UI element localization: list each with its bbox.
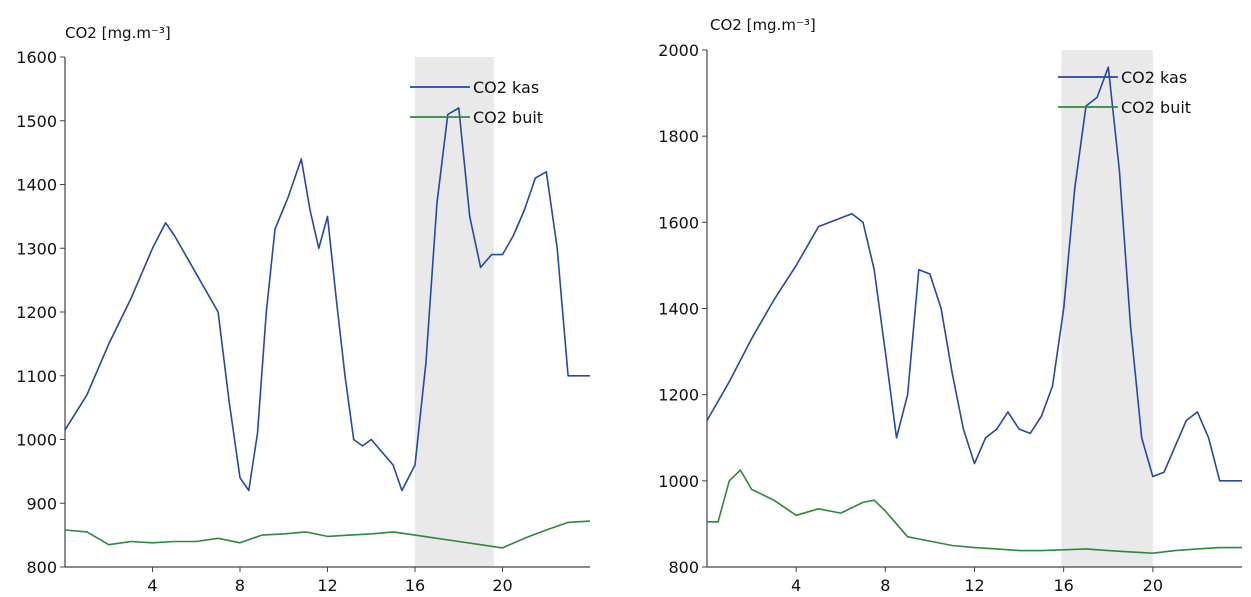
y-tick-label: 2000 [658, 41, 699, 60]
y-tick-label: 1600 [658, 213, 699, 232]
x-tick-label: 4 [791, 576, 801, 595]
x-tick-label: 12 [317, 576, 337, 595]
y-tick-label: 800 [26, 558, 57, 577]
legend-label: CO2 buit [473, 108, 543, 127]
y-tick-label: 1000 [16, 431, 57, 450]
legend-label: CO2 buit [1121, 98, 1191, 117]
x-tick-label: 4 [147, 576, 157, 595]
y-tick-label: 1400 [16, 176, 57, 195]
y-tick-label: 800 [668, 558, 699, 577]
y-tick-label: 1400 [658, 300, 699, 319]
x-tick-label: 16 [405, 576, 425, 595]
y-tick-label: 900 [26, 494, 57, 513]
y-tick-label: 1200 [658, 386, 699, 405]
series-line-co2-buit [64, 520, 591, 549]
x-tick-label: 8 [880, 576, 890, 595]
y-tick-label: 1200 [16, 303, 57, 322]
y-axis-label: CO2 [mg.m⁻³] [65, 24, 171, 42]
y-tick-label: 1500 [16, 112, 57, 131]
x-tick-label: 12 [964, 576, 984, 595]
y-tick-label: 1600 [16, 48, 57, 67]
right-chart: 800 1000 1200 1400 1600 1800 2000 4 8 12 16 20 CO2 [… [658, 16, 1242, 595]
series-line-co2-kas [64, 107, 590, 492]
shaded-period [415, 57, 494, 567]
y-tick-label: 1100 [16, 367, 57, 386]
x-tick-label: 16 [1053, 576, 1073, 595]
x-tick-label: 8 [235, 576, 245, 595]
left-chart: 800 900 1000 1100 1200 1300 1400 1500 1600 4 8 12 16… [16, 24, 591, 595]
shaded-period [1061, 50, 1153, 567]
x-tick-label: 20 [492, 576, 512, 595]
legend-label: CO2 kas [473, 78, 539, 97]
y-axis-label: CO2 [mg.m⁻³] [710, 16, 816, 34]
legend-label: CO2 kas [1121, 68, 1187, 87]
y-tick-label: 1300 [16, 239, 57, 258]
x-tick-label: 20 [1143, 576, 1163, 595]
y-tick-label: 1000 [658, 472, 699, 491]
series-line-co2-buit [707, 469, 1242, 554]
series-line-co2-kas [706, 66, 1242, 482]
y-tick-label: 1800 [658, 127, 699, 146]
